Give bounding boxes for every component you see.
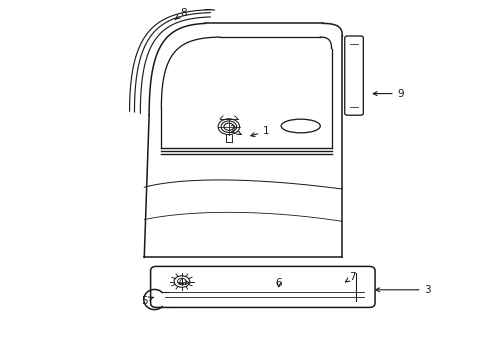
Text: 5: 5 — [141, 296, 153, 306]
Text: 4: 4 — [177, 278, 189, 288]
Text: 6: 6 — [275, 278, 282, 288]
Text: 7: 7 — [345, 272, 355, 282]
Text: 1: 1 — [250, 126, 269, 136]
Text: 8: 8 — [175, 8, 186, 20]
Text: 3: 3 — [375, 285, 430, 295]
Text: 9: 9 — [372, 89, 404, 99]
Text: 2: 2 — [228, 125, 241, 135]
